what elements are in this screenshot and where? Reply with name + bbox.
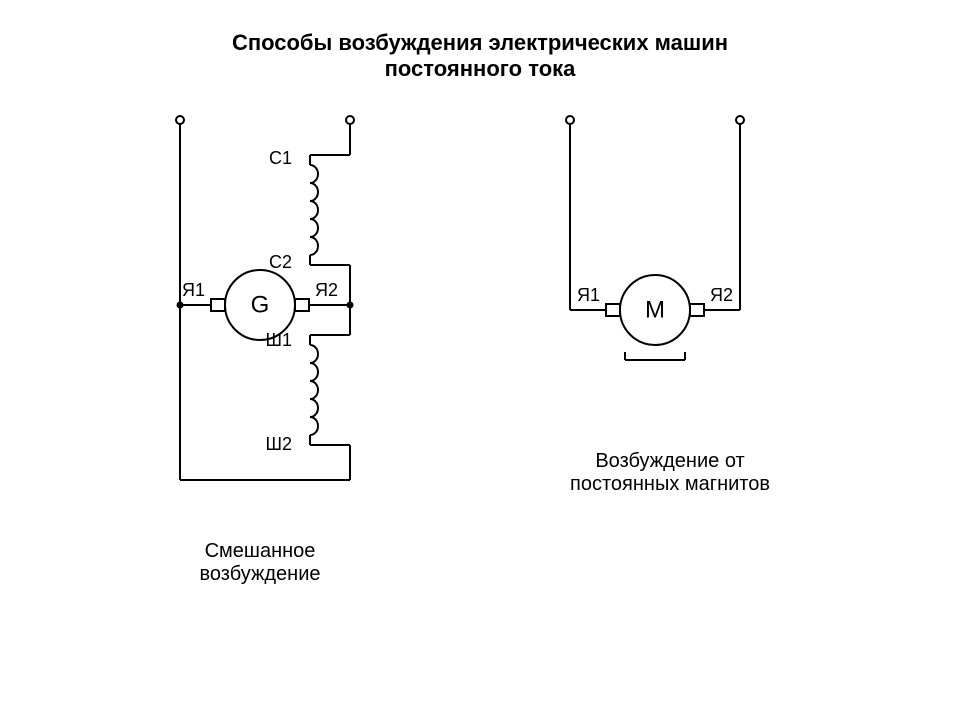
svg-text:Ш1: Ш1 [265,330,292,350]
svg-text:G: G [251,291,270,318]
svg-text:Я2: Я2 [315,280,338,300]
svg-text:С1: С1 [269,148,292,168]
diagram-compound-excitation: С1 С2 G Я1 Я2 Ш1 Ш2 [130,110,410,530]
caption-compound-line1: Смешанное [140,540,380,563]
caption-compound-line2: возбуждение [140,563,380,586]
caption-compound: Смешанное возбуждение [140,540,380,586]
diagram-permanent-magnet: M Я1 Я2 [520,110,800,470]
caption-pm-line2: постоянных магнитов [540,473,800,496]
title-line2: постоянного тока [0,56,960,82]
title-line1: Способы возбуждения электрических машин [0,30,960,56]
svg-text:С2: С2 [269,252,292,272]
svg-text:Ш2: Ш2 [265,434,292,454]
page-title: Способы возбуждения электрических машин … [0,30,960,82]
caption-pm: Возбуждение от постоянных магнитов [540,450,800,496]
svg-text:Я2: Я2 [710,285,733,305]
svg-text:Я1: Я1 [577,285,600,305]
svg-text:Я1: Я1 [182,280,205,300]
svg-text:M: M [645,296,665,323]
caption-pm-line1: Возбуждение от [540,450,800,473]
